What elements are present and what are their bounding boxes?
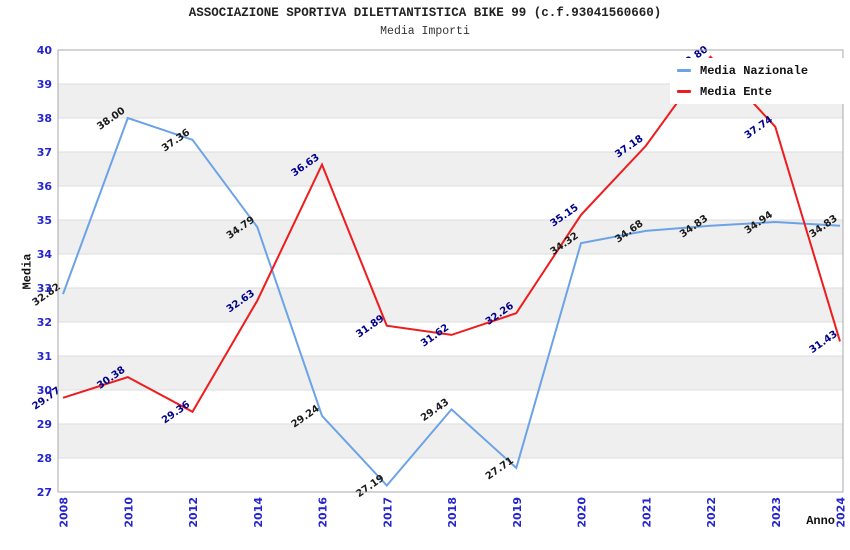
- y-tick-label: 39: [37, 78, 52, 91]
- y-tick-labels: 27 28 29 30 31 32 33 34 35 36 37 38 39 40: [37, 44, 53, 499]
- y-tick-label: 33: [37, 282, 52, 295]
- chart-title: ASSOCIAZIONE SPORTIVA DILETTANTISTICA BI…: [188, 6, 662, 20]
- x-tick-label: 2018: [446, 497, 459, 528]
- legend-label-nazionale: Media Nazionale: [700, 63, 809, 78]
- band: [58, 288, 843, 322]
- x-tick-label: 2012: [187, 497, 200, 528]
- x-tick-label: 2023: [770, 497, 783, 528]
- x-tick-label: 2021: [640, 497, 653, 528]
- plot-border: [57, 49, 844, 493]
- x-tick-label: 2014: [252, 497, 265, 528]
- gridlines: [58, 83, 843, 459]
- band: [58, 424, 843, 458]
- y-tick-label: 32: [37, 316, 52, 329]
- legend-line-sample-nazionale: [677, 69, 691, 72]
- legend-label-ente: Media Ente: [700, 84, 773, 99]
- y-tick-label: 40: [37, 44, 53, 57]
- x-tick-label: 2008: [58, 497, 71, 528]
- data-label: 29.43: [419, 397, 451, 424]
- legend-item-media-nazionale: Media Nazionale: [670, 60, 845, 81]
- y-tick-label: 37: [37, 146, 52, 159]
- series-line-0: [62, 116, 841, 488]
- y-tick-label: 30: [37, 384, 53, 397]
- x-tick-label: 2024: [835, 497, 848, 528]
- y-tick-label: 36: [37, 180, 53, 193]
- x-tick-label: 2016: [317, 497, 330, 528]
- x-tick-label: 2017: [381, 497, 394, 528]
- x-tick-label: 2020: [576, 497, 589, 528]
- y-tick-label: 27: [37, 486, 52, 499]
- y-tick-label: 34: [37, 248, 53, 261]
- band: [58, 356, 843, 390]
- y-tick-label: 31: [37, 350, 52, 363]
- x-axis-title: Anno: [806, 514, 835, 528]
- y-tick-label: 29: [37, 418, 52, 431]
- data-label: 31.43: [807, 329, 839, 356]
- legend-line-sample-ente: [677, 90, 691, 93]
- y-tick-label: 28: [37, 452, 52, 465]
- series-line-1: [62, 55, 841, 414]
- x-tick-label: 2019: [511, 497, 524, 528]
- x-tick-labels: 2008 2010 2012 2014 2016 2017 2018 2019 2020 2021…: [58, 497, 848, 528]
- chart-subtitle: Media Importi: [380, 25, 470, 38]
- y-axis-title: Media: [20, 253, 35, 290]
- y-tick-label: 35: [37, 214, 52, 227]
- x-tick-label: 2022: [705, 497, 718, 528]
- data-label: 31.62: [419, 322, 451, 349]
- x-tick-label: 2010: [122, 497, 135, 528]
- data-label: 27.19: [354, 473, 386, 500]
- data-label: 27.71: [484, 455, 516, 482]
- legend: Media Nazionale Media Ente: [670, 58, 845, 104]
- legend-item-media-ente: Media Ente: [670, 81, 845, 102]
- band: [58, 152, 843, 186]
- y-tick-label: 38: [37, 112, 52, 125]
